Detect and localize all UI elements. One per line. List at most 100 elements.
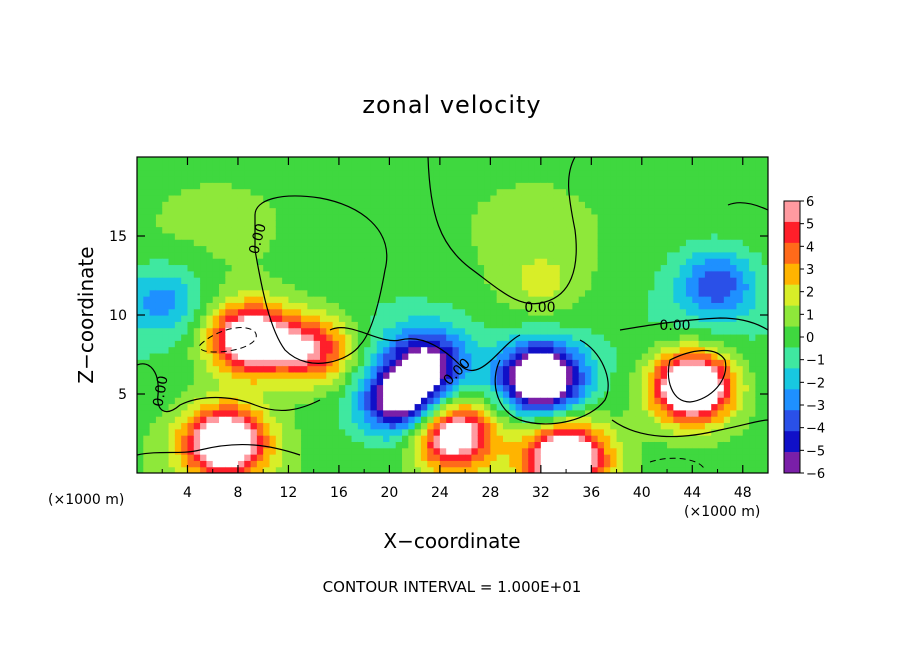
heatmap-cell	[528, 384, 536, 392]
heatmap-cell	[275, 397, 283, 405]
heatmap-cell	[225, 251, 233, 259]
heatmap-cell	[275, 194, 283, 202]
heatmap-cell	[704, 378, 712, 386]
heatmap-cell	[698, 182, 706, 190]
heatmap-cell	[231, 371, 239, 379]
heatmap-cell	[326, 258, 334, 266]
heatmap-cell	[597, 422, 605, 430]
heatmap-cell	[509, 397, 517, 405]
heatmap-cell	[263, 384, 271, 392]
heatmap-cell	[452, 327, 460, 335]
heatmap-cell	[591, 201, 599, 209]
heatmap-cell	[585, 258, 592, 266]
heatmap-cell	[395, 321, 403, 329]
heatmap-cell	[294, 340, 302, 348]
heatmap-cell	[572, 409, 580, 417]
heatmap-cell	[206, 169, 214, 177]
heatmap-cell	[585, 441, 592, 449]
heatmap-cell	[635, 441, 643, 449]
heatmap-cell	[534, 308, 542, 316]
heatmap-cell	[301, 220, 308, 228]
heatmap-cell	[345, 365, 353, 373]
heatmap-cell	[219, 447, 226, 455]
heatmap-cell	[566, 346, 573, 354]
heatmap-cell	[629, 447, 637, 455]
heatmap-cell	[137, 308, 144, 316]
heatmap-cell	[155, 390, 163, 398]
heatmap-cell	[685, 251, 693, 259]
heatmap-cell	[603, 175, 611, 183]
heatmap-cell	[660, 232, 668, 240]
heatmap-cell	[755, 435, 763, 442]
heatmap-cell	[704, 416, 712, 424]
heatmap-cell	[408, 454, 416, 461]
heatmap-cell	[408, 466, 416, 473]
heatmap-cell	[351, 352, 359, 360]
heatmap-cell	[275, 454, 283, 461]
heatmap-cell	[446, 454, 454, 461]
heatmap-cell	[351, 201, 359, 209]
heatmap-cell	[667, 435, 674, 442]
heatmap-cell	[187, 315, 195, 322]
heatmap-cell	[364, 435, 372, 442]
heatmap-cell	[231, 169, 239, 177]
heatmap-cell	[730, 283, 738, 291]
heatmap-cell	[698, 403, 706, 411]
heatmap-cell	[250, 194, 258, 202]
heatmap-cell	[275, 277, 283, 284]
heatmap-cell	[641, 245, 649, 253]
heatmap-cell	[749, 435, 756, 442]
heatmap-cell	[301, 296, 308, 303]
heatmap-cell	[755, 409, 763, 417]
heatmap-cell	[244, 315, 252, 322]
heatmap-cell	[219, 258, 226, 266]
heatmap-cell	[206, 416, 214, 424]
heatmap-cell	[212, 220, 220, 228]
heatmap-cell	[648, 466, 656, 473]
heatmap-cell	[597, 308, 605, 316]
heatmap-cell	[332, 182, 340, 190]
heatmap-cell	[307, 270, 315, 278]
heatmap-cell	[641, 365, 649, 373]
heatmap-cell	[219, 397, 226, 405]
heatmap-cell	[591, 251, 599, 259]
heatmap-cell	[282, 258, 290, 266]
heatmap-cell	[635, 365, 643, 373]
heatmap-cell	[458, 296, 466, 303]
heatmap-cell	[458, 277, 466, 284]
heatmap-cell	[509, 239, 517, 247]
heatmap-cell	[521, 302, 529, 310]
heatmap-cell	[603, 384, 611, 392]
heatmap-cell	[212, 226, 220, 234]
heatmap-cell	[155, 157, 163, 164]
heatmap-cell	[528, 333, 536, 341]
heatmap-cell	[294, 466, 302, 473]
heatmap-cell	[742, 416, 750, 424]
heatmap-cell	[736, 409, 744, 417]
heatmap-cell	[364, 232, 372, 240]
heatmap-cell	[566, 315, 573, 322]
heatmap-cell	[420, 378, 428, 386]
heatmap-cell	[749, 403, 756, 411]
heatmap-cell	[465, 352, 473, 360]
heatmap-cell	[566, 460, 573, 468]
heatmap-cell	[458, 226, 466, 234]
heatmap-cell	[679, 340, 687, 348]
heatmap-cell	[351, 207, 359, 215]
heatmap-cell	[477, 251, 485, 259]
heatmap-cell	[660, 352, 668, 360]
heatmap-cell	[629, 384, 637, 392]
heatmap-cell	[458, 194, 466, 202]
heatmap-cell	[704, 422, 712, 430]
heatmap-cell	[534, 201, 542, 209]
heatmap-cell	[477, 188, 485, 196]
heatmap-cell	[452, 428, 460, 436]
heatmap-cell	[654, 346, 662, 354]
heatmap-cell	[301, 352, 308, 360]
heatmap-cell	[559, 321, 567, 329]
heatmap-cell	[540, 188, 548, 196]
heatmap-cell	[389, 277, 397, 284]
heatmap-cell	[692, 270, 700, 278]
heatmap-cell	[376, 365, 384, 373]
